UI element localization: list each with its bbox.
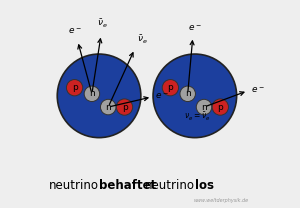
Text: n: n [89, 89, 95, 98]
Circle shape [162, 79, 178, 96]
Text: p: p [122, 103, 128, 111]
Circle shape [84, 86, 100, 102]
Circle shape [180, 86, 196, 102]
Text: $e^-$: $e^-$ [251, 85, 265, 94]
Circle shape [212, 99, 229, 115]
Text: $\bar{\nu}_e$: $\bar{\nu}_e$ [97, 18, 107, 30]
Circle shape [153, 54, 237, 138]
Circle shape [116, 99, 133, 115]
Circle shape [100, 99, 116, 115]
Text: $e^-$: $e^-$ [68, 27, 82, 36]
Text: behaftet: behaftet [99, 179, 156, 192]
Text: neutrino: neutrino [49, 179, 99, 192]
Text: $\bar{\nu}_e$: $\bar{\nu}_e$ [137, 33, 148, 46]
Text: los: los [195, 179, 214, 192]
Text: p: p [72, 83, 77, 92]
Text: $e^-$: $e^-$ [188, 23, 202, 33]
Text: p: p [167, 83, 173, 92]
Text: n: n [201, 103, 207, 111]
Text: neutrino: neutrino [145, 179, 195, 192]
Text: n: n [105, 103, 111, 111]
Text: $\nu_e{=}\bar{\nu}_e$: $\nu_e{=}\bar{\nu}_e$ [184, 111, 210, 123]
Text: www.weltderphysik.de: www.weltderphysik.de [194, 198, 249, 203]
Text: p: p [218, 103, 223, 111]
Text: n: n [185, 89, 191, 98]
Circle shape [66, 79, 83, 96]
Circle shape [196, 99, 212, 115]
Circle shape [57, 54, 141, 138]
Text: $e^-$: $e^-$ [155, 91, 169, 101]
